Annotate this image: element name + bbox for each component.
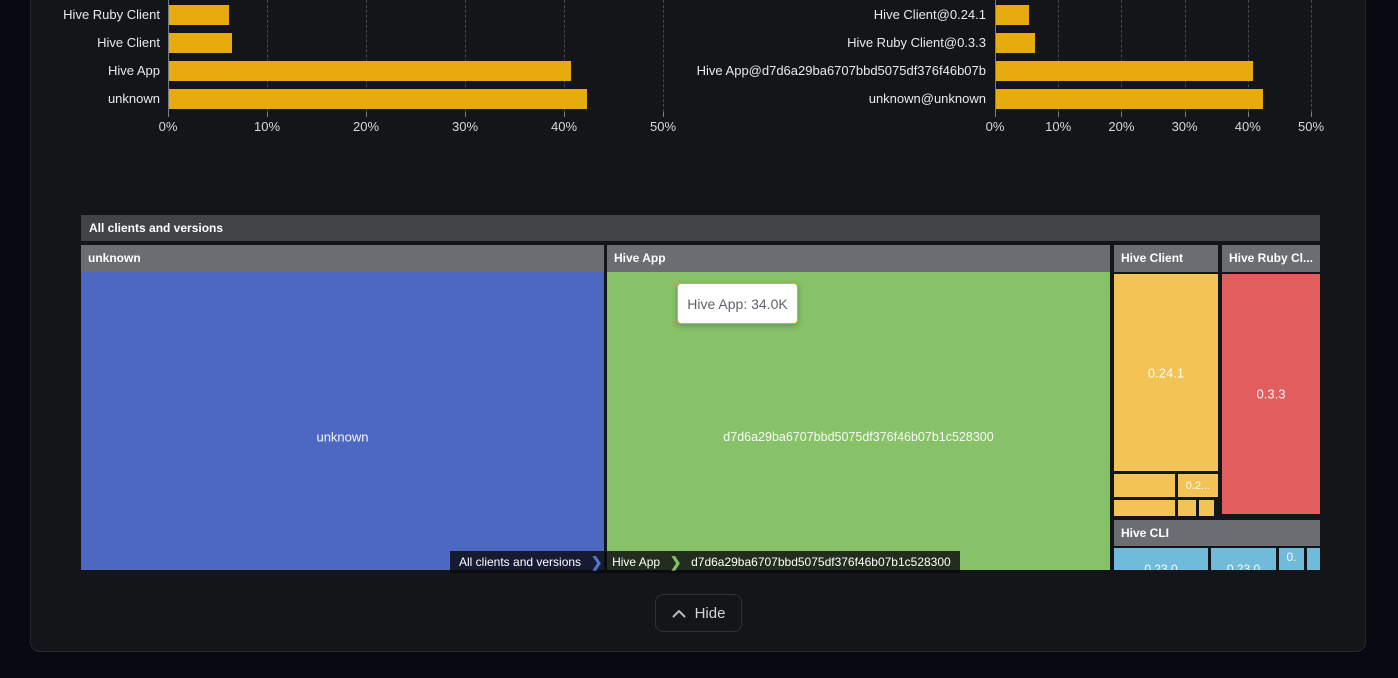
- axis-tick: [267, 112, 268, 117]
- axis-tick: [663, 112, 664, 117]
- treemap-cell-hive-client-minor[interactable]: [1114, 500, 1175, 516]
- treemap-cell-label: 0.: [1286, 550, 1297, 564]
- breadcrumb-item-hive-app[interactable]: Hive App: [612, 555, 661, 569]
- treemap-cell-label: unknown: [316, 429, 369, 445]
- bar[interactable]: [169, 5, 230, 25]
- category-label: Hive Ruby Client: [63, 7, 160, 22]
- treemap-section-header-hive-client[interactable]: Hive Client: [1114, 245, 1218, 272]
- x-axis-tick-label: 50%: [1297, 119, 1325, 134]
- treemap-cell-hive-client-minor[interactable]: [1178, 500, 1196, 516]
- x-axis-tick-label: 30%: [451, 119, 479, 134]
- y-axis-line: [168, 0, 169, 117]
- bar[interactable]: [169, 33, 233, 53]
- category-label: Hive Ruby Client@0.3.3: [847, 35, 986, 50]
- treemap-section-header-hive-cli[interactable]: Hive CLI: [1114, 520, 1320, 546]
- gridline: [1184, 0, 1186, 112]
- axis-tick: [1184, 112, 1186, 117]
- treemap-section-header-hive-app[interactable]: Hive App: [607, 245, 1110, 272]
- x-axis-tick-label: 10%: [1045, 119, 1072, 134]
- chevron-right-icon: ❯: [590, 554, 603, 570]
- treemap-tooltip: Hive App: 34.0K: [677, 283, 798, 324]
- gridline: [1121, 0, 1123, 112]
- treemap-cell-hive-client-minor[interactable]: 0.2...: [1178, 474, 1218, 497]
- gridline: [564, 0, 565, 112]
- x-axis-tick-label: 0%: [158, 119, 178, 134]
- axis-tick: [1058, 112, 1060, 117]
- bar[interactable]: [996, 33, 1036, 53]
- treemap-cell-label: 0.3.3: [1256, 386, 1286, 402]
- y-axis-line: [995, 0, 996, 117]
- category-label: Hive App@d7d6a29ba6707bbd5075df376f46b07…: [696, 63, 986, 78]
- axis-tick: [465, 112, 466, 117]
- axis-tick: [564, 112, 565, 117]
- category-label: unknown@unknown: [868, 91, 986, 106]
- treemap-cell-hive-client-minor[interactable]: [1114, 474, 1175, 497]
- hide-button[interactable]: Hide: [655, 594, 742, 632]
- axis-tick: [995, 112, 996, 117]
- gridline: [1058, 0, 1060, 112]
- axis-tick: [366, 112, 367, 117]
- treemap-cell-hive-cli[interactable]: 0.23.0: [1211, 548, 1276, 570]
- treemap-cell-hive-cli[interactable]: 0.: [1279, 548, 1304, 570]
- chevron-right-icon: ❯: [669, 554, 682, 570]
- x-axis-tick-label: 40%: [1234, 119, 1261, 134]
- bar[interactable]: [169, 89, 587, 109]
- gridline: [1247, 0, 1249, 112]
- gridline: [465, 0, 466, 112]
- bar[interactable]: [996, 5, 1030, 25]
- category-label: Hive Client: [97, 35, 160, 50]
- gridline: [267, 0, 268, 112]
- breadcrumb-item-root[interactable]: All clients and versions: [459, 555, 582, 569]
- bar[interactable]: [996, 61, 1254, 81]
- axis-tick: [1311, 112, 1312, 117]
- x-axis-tick-label: 20%: [352, 119, 380, 134]
- bar[interactable]: [996, 89, 1264, 109]
- category-label: unknown: [107, 91, 160, 106]
- axis-tick: [168, 112, 169, 117]
- bar[interactable]: [169, 61, 571, 81]
- x-axis-tick-label: 50%: [649, 119, 677, 134]
- treemap-cell-label: 0.23.0: [1226, 562, 1261, 570]
- treemap-cell-hive-cli[interactable]: 0.23.0: [1114, 548, 1208, 570]
- x-axis-tick-label: 10%: [253, 119, 281, 134]
- x-axis-tick-label: 20%: [1108, 119, 1135, 134]
- category-label: Hive App: [107, 63, 160, 78]
- treemap-section-header-hive-ruby-client[interactable]: Hive Ruby Cl...: [1222, 245, 1320, 272]
- treemap-cell-hive-client-0241[interactable]: 0.24.1: [1114, 274, 1218, 471]
- gridline: [663, 0, 664, 112]
- treemap-cell-label: 0.24.1: [1147, 365, 1185, 381]
- x-axis-tick-label: 30%: [1171, 119, 1198, 134]
- hide-button-label: Hide: [694, 604, 726, 622]
- treemap-cell-label: d7d6a29ba6707bbd5075df376f46b07b1c528300: [723, 430, 994, 444]
- x-axis-tick-label: 40%: [550, 119, 578, 134]
- treemap-cell-hive-ruby-033[interactable]: 0.3.3: [1222, 274, 1320, 514]
- treemap-section-header-unknown[interactable]: unknown: [81, 245, 604, 272]
- treemap-cell-label: 0.23.0: [1144, 562, 1178, 570]
- treemap-breadcrumb: All clients and versions ❯ Hive App ❯ d7…: [450, 551, 960, 573]
- treemap-cell-unknown[interactable]: unknown: [81, 272, 604, 570]
- treemap-root-header[interactable]: All clients and versions: [81, 215, 1320, 241]
- gridline: [1311, 0, 1312, 112]
- chevron-up-icon: [672, 609, 686, 618]
- x-axis-tick-label: 0%: [985, 119, 1005, 134]
- treemap-cell-hive-client-minor[interactable]: [1199, 500, 1214, 516]
- breadcrumb-item-hash[interactable]: d7d6a29ba6707bbd5075df376f46b07b1c528300: [691, 555, 951, 569]
- treemap-cell-label: 0.2...: [1185, 479, 1211, 492]
- category-label: Hive Client@0.24.1: [873, 7, 986, 22]
- clients-versions-treemap: All clients and versions unknown unknown…: [81, 215, 1320, 570]
- treemap-cell-hive-cli[interactable]: [1307, 548, 1320, 570]
- gridline: [366, 0, 367, 112]
- axis-tick: [1121, 112, 1123, 117]
- axis-tick: [1247, 112, 1249, 117]
